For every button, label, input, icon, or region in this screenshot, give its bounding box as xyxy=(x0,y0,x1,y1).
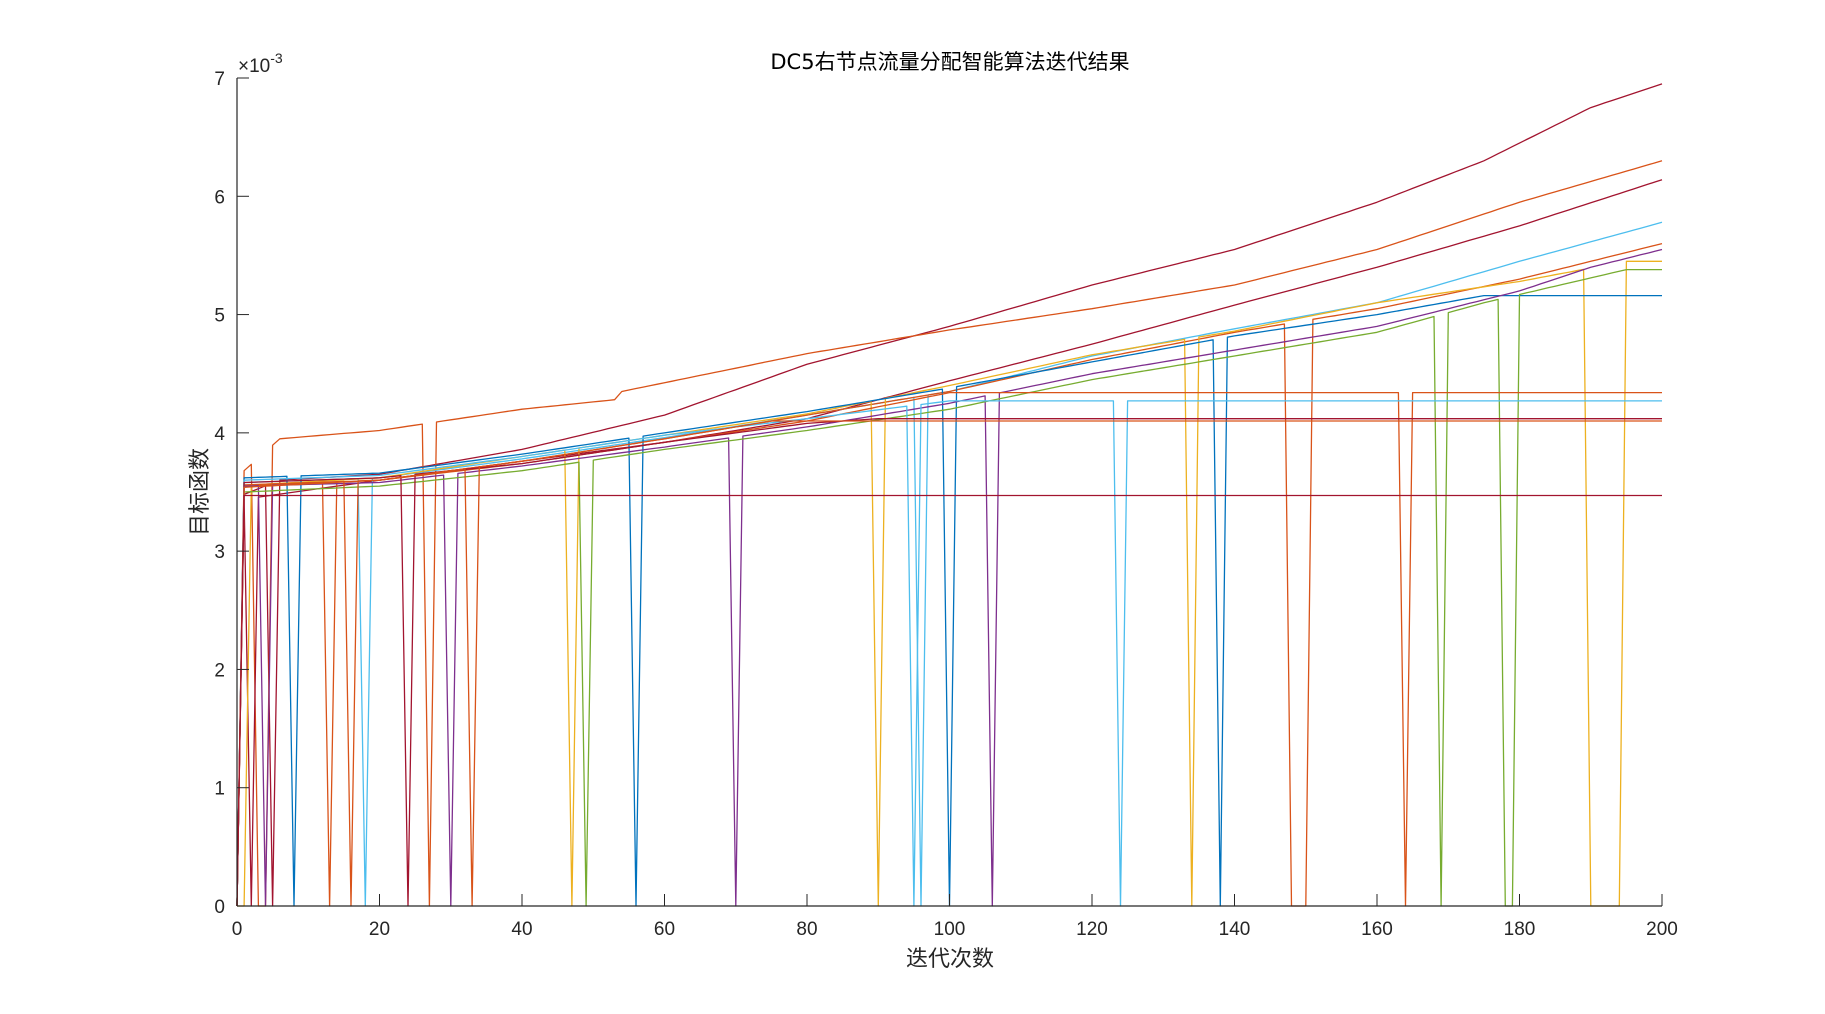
y-tick-label: 6 xyxy=(214,187,225,208)
y-tick-label: 7 xyxy=(214,69,225,90)
x-tick-label: 100 xyxy=(934,919,966,940)
y-tick-label: 0 xyxy=(214,897,225,918)
x-tick-label: 180 xyxy=(1504,919,1536,940)
y-tick-label: 1 xyxy=(214,779,225,800)
series-line xyxy=(236,160,1663,907)
y-exponent-base: ×10 xyxy=(238,56,270,77)
y-axis-title: 目标函数 xyxy=(188,448,213,536)
series-line xyxy=(236,420,1662,907)
x-tick-label: 200 xyxy=(1646,919,1678,940)
series-layer xyxy=(236,83,1663,907)
x-tick-label: 40 xyxy=(511,919,532,940)
x-tick-label: 60 xyxy=(654,919,675,940)
y-tick-label: 3 xyxy=(214,542,225,563)
y-exponent-label: ×10-3 xyxy=(238,50,283,77)
x-tick-label: 160 xyxy=(1361,919,1393,940)
x-tick-label: 0 xyxy=(232,919,243,940)
series-line xyxy=(236,400,1662,907)
x-tick-label: 120 xyxy=(1076,919,1108,940)
series-line xyxy=(236,268,1662,907)
series-line xyxy=(236,391,1662,907)
x-tick-label: 80 xyxy=(796,919,817,940)
chart-title: DC5右节点流量分配智能算法迭代结果 xyxy=(770,50,1129,74)
x-tick-label: 20 xyxy=(369,919,390,940)
y-tick-label: 4 xyxy=(214,424,225,445)
y-exponent-power: -3 xyxy=(270,50,283,66)
series-line xyxy=(236,494,1662,907)
series-line xyxy=(236,242,1663,907)
series-line xyxy=(236,83,1663,907)
series-line xyxy=(237,260,1662,907)
x-axis-title: 迭代次数 xyxy=(906,947,994,972)
ticks: 0 20 40 60 80 100 120 140 160 180 200 0 1 2 3 4 5 6 7 xyxy=(214,69,1677,940)
x-tick-label: 140 xyxy=(1219,919,1251,940)
series-line xyxy=(236,248,1663,907)
y-tick-label: 5 xyxy=(214,306,225,327)
axes xyxy=(236,78,1662,907)
series-line xyxy=(236,294,1662,907)
y-tick-label: 2 xyxy=(214,660,225,681)
series-line xyxy=(236,418,1662,907)
series-line xyxy=(236,179,1663,907)
